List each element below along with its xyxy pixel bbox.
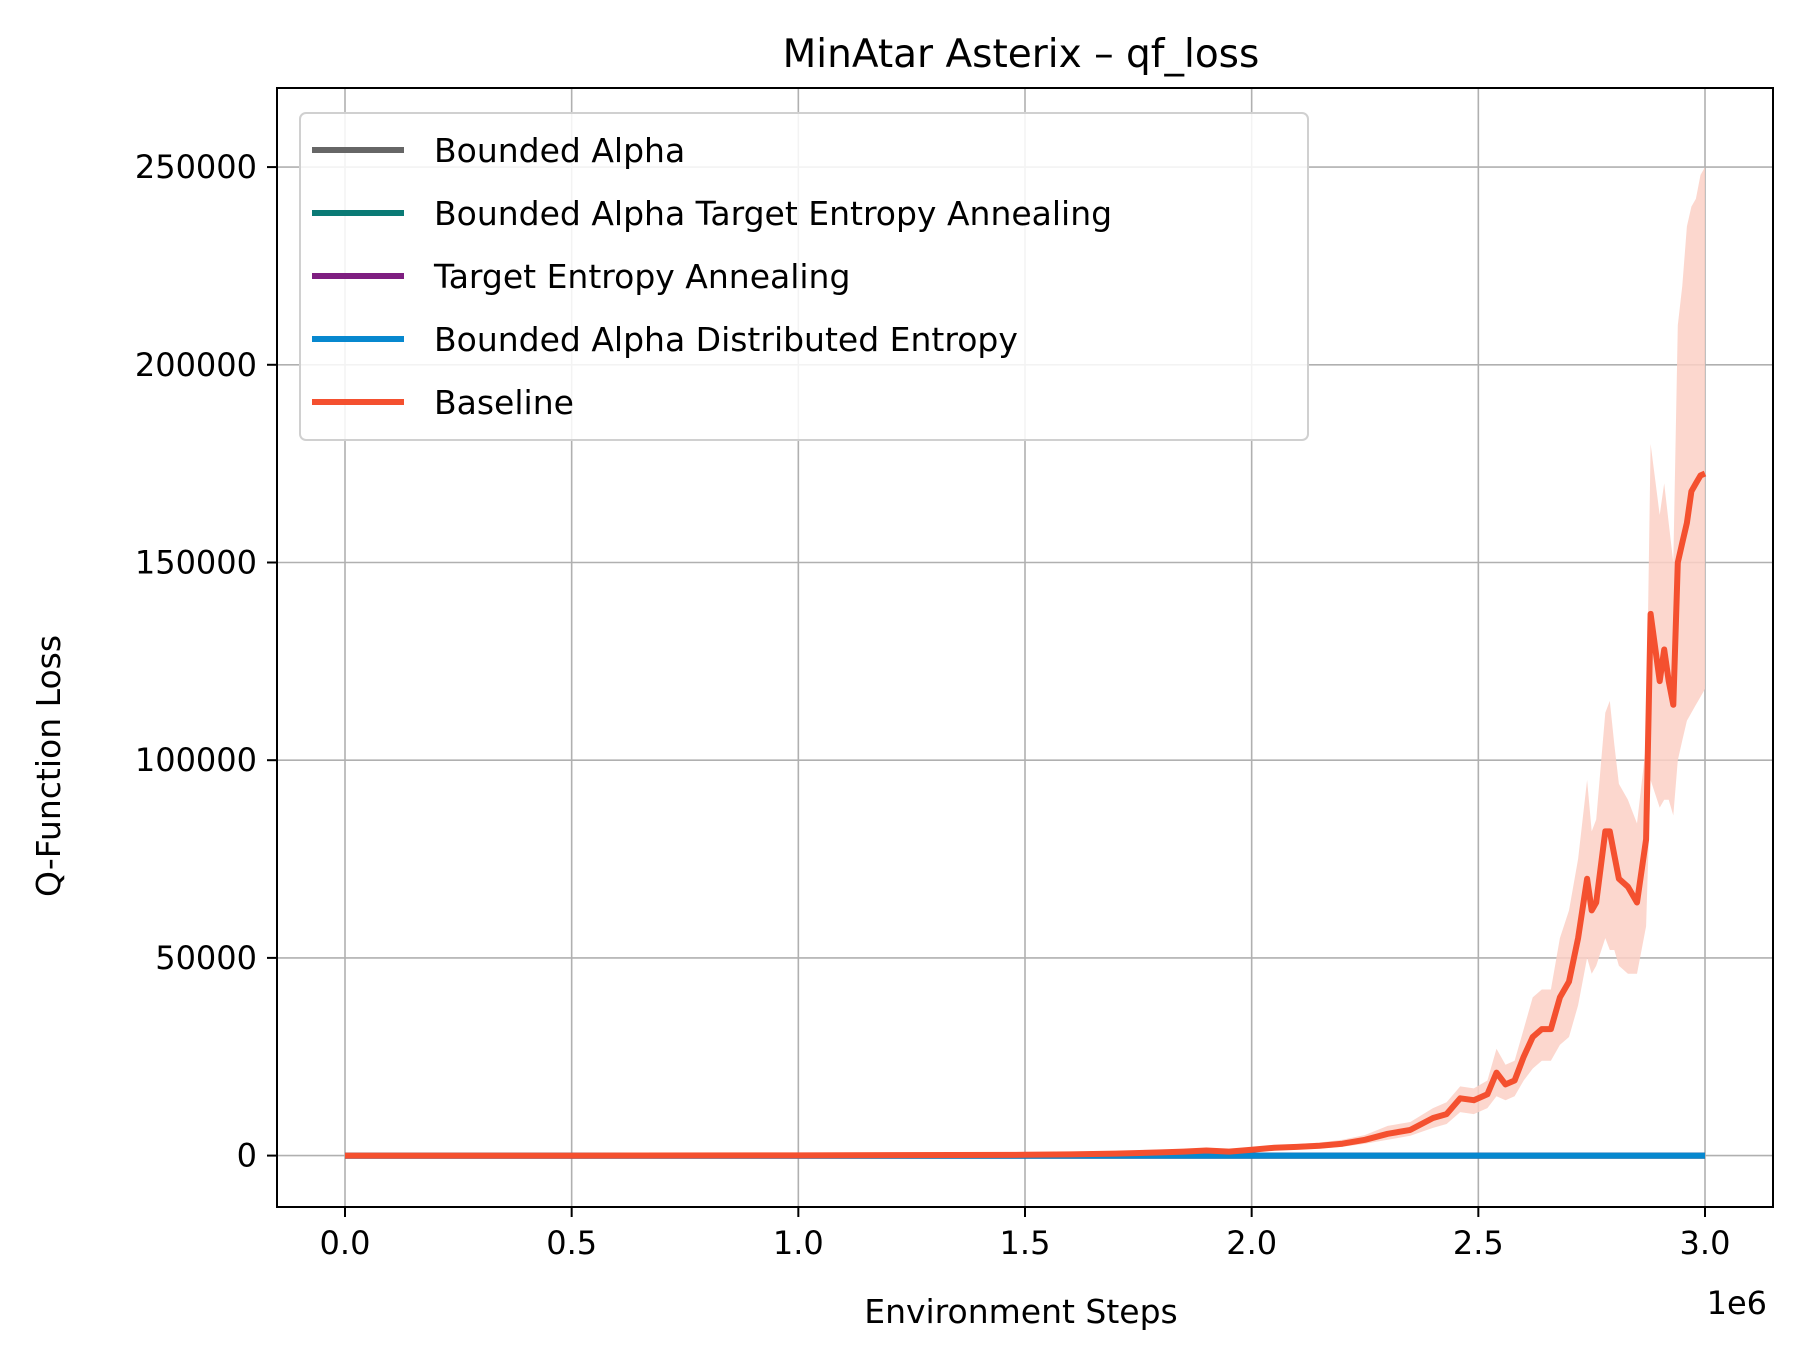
- legend-label: Target Entropy Annealing: [433, 257, 850, 296]
- legend-label: Bounded Alpha: [434, 131, 685, 170]
- series-layer: [345, 167, 1707, 1159]
- legend-label: Bounded Alpha Distributed Entropy: [434, 320, 1018, 359]
- x-axis: 0.0 0.5 1.0 1.5 2.0 2.5 3.0: [320, 1207, 1731, 1262]
- legend-box: [299, 112, 1309, 441]
- legend-label: Bounded Alpha Target Entropy Annealing: [434, 194, 1112, 233]
- x-axis-label: Environment Steps: [864, 1292, 1178, 1331]
- y-tick-label: 100000: [135, 741, 257, 779]
- x-tick-label: 3.0: [1680, 1224, 1731, 1262]
- y-tick-label: 200000: [135, 346, 257, 384]
- x-tick-label: 2.5: [1453, 1224, 1504, 1262]
- y-axis-label: Q-Function Loss: [29, 635, 68, 897]
- x-tick-label: 1.5: [1000, 1224, 1051, 1262]
- series-line-baseline: [345, 470, 1707, 1159]
- legend-label: Baseline: [434, 383, 574, 422]
- x-offset-label: 1e6: [1707, 1284, 1767, 1322]
- x-tick-label: 0.0: [320, 1224, 371, 1262]
- chart-title: MinAtar Asterix – qf_loss: [783, 32, 1260, 77]
- y-tick-label: 50000: [155, 939, 257, 977]
- y-tick-label: 150000: [135, 543, 257, 581]
- y-axis: 0 50000 100000 150000 200000 250000: [135, 148, 277, 1175]
- legend: Bounded Alpha Bounded Alpha Target Entrop…: [299, 112, 1309, 441]
- y-tick-label: 0: [237, 1137, 257, 1175]
- x-tick-label: 0.5: [546, 1224, 597, 1262]
- x-tick-label: 2.0: [1226, 1224, 1277, 1262]
- x-tick-label: 1.0: [773, 1224, 824, 1262]
- y-tick-label: 250000: [135, 148, 257, 186]
